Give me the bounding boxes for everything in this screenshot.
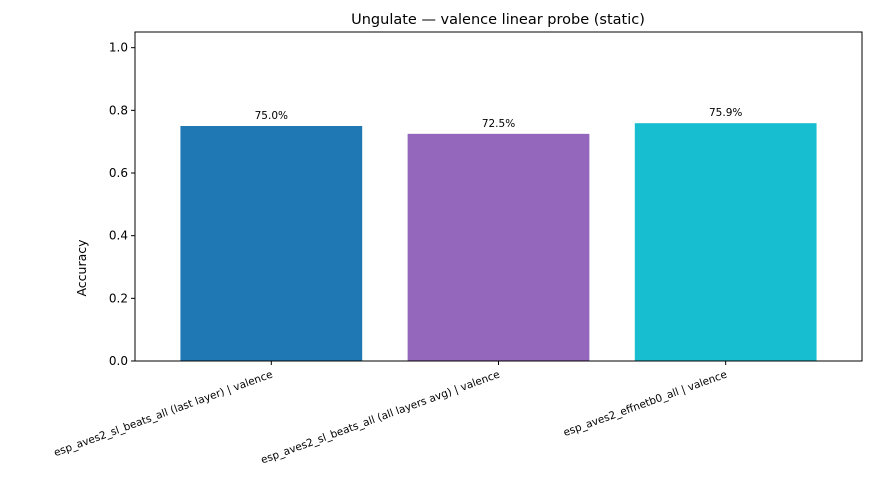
bar-1: [180, 126, 363, 361]
data-label-1: 75.0%: [255, 110, 288, 122]
y-tick-label-4: 0.8: [109, 103, 128, 117]
data-label-2: 72.5%: [482, 118, 515, 130]
data-labels: 75.0% 72.5% 75.9%: [255, 107, 743, 130]
bar-2: [407, 133, 590, 361]
x-axis-ticks: esp_aves2_sl_beats_all (last layer) | va…: [52, 361, 729, 467]
x-tick-label-3: esp_aves2_effnetb0_all | valence: [562, 369, 729, 440]
x-tick-label-2: esp_aves2_sl_beats_all (all layers avg) …: [259, 369, 501, 467]
y-tick-label-1: 0.2: [109, 291, 128, 305]
y-axis-label: Accuracy: [74, 239, 89, 297]
y-tick-label-2: 0.4: [109, 229, 128, 243]
data-label-3: 75.9%: [709, 107, 742, 119]
y-axis-ticks: 0.0 0.2 0.4 0.6 0.8 1.0: [109, 41, 135, 368]
bars: [180, 123, 817, 362]
y-tick-label-3: 0.6: [109, 166, 128, 180]
chart-title: Ungulate — valence linear probe (static): [351, 12, 645, 28]
y-tick-label-0: 0.0: [109, 354, 128, 368]
bar-3: [634, 123, 817, 362]
plot-frame: [134, 31, 863, 362]
x-tick-label-1: esp_aves2_sl_beats_all (last layer) | va…: [52, 369, 274, 460]
y-tick-label-5: 1.0: [109, 41, 128, 55]
